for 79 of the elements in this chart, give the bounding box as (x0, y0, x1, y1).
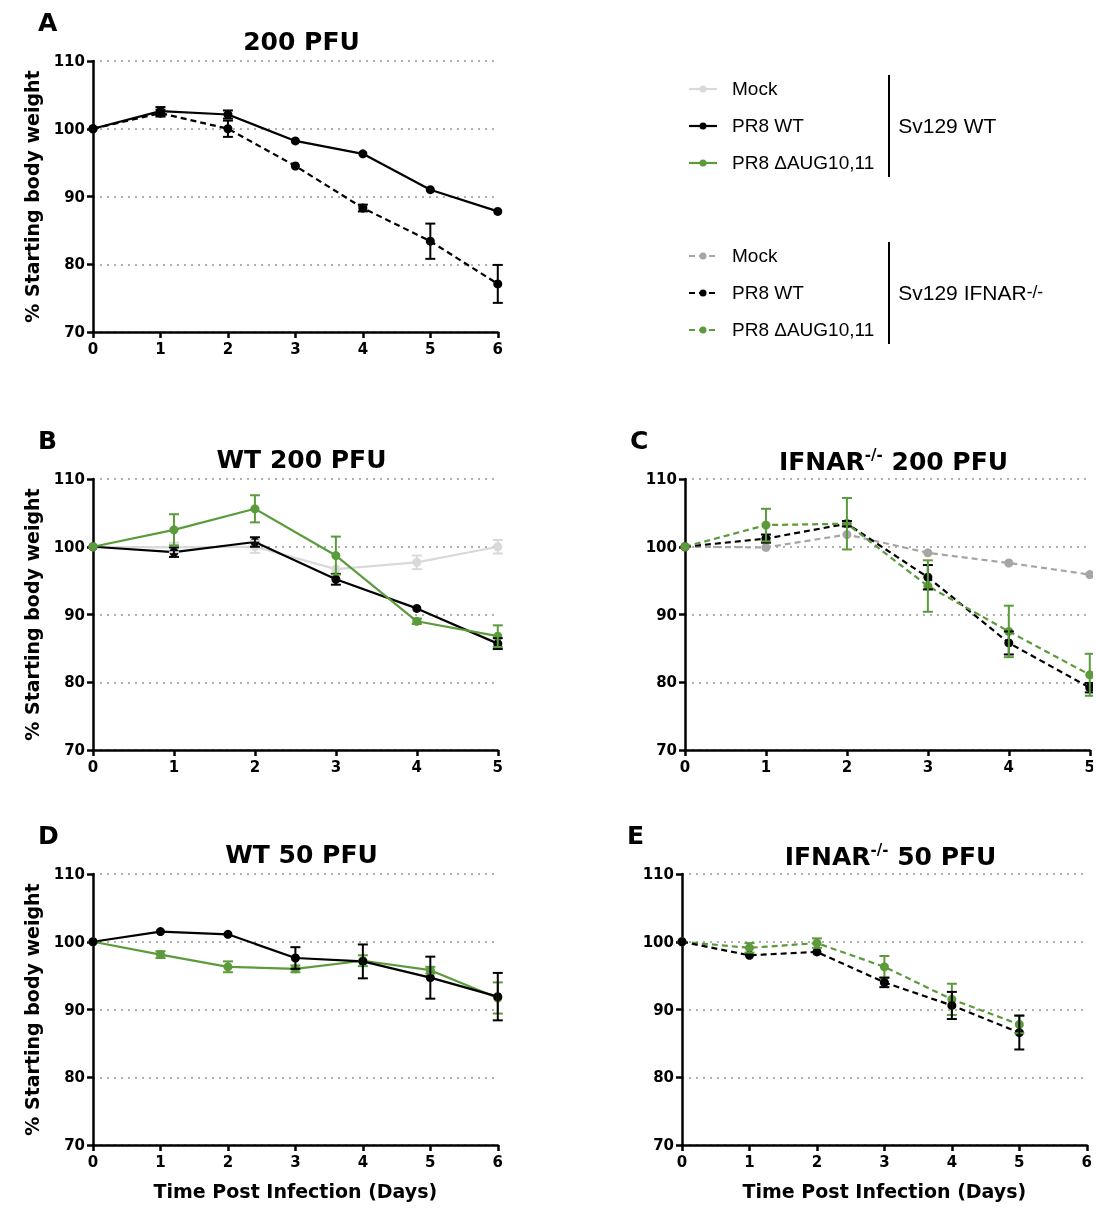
y-tick-label: 110 (53, 865, 85, 883)
x-tick-label: 2 (811, 1152, 823, 1171)
y-tick-label: 70 (64, 1136, 85, 1154)
y-tick-label: 70 (64, 323, 85, 341)
x-tick-label: 4 (357, 339, 369, 358)
y-tick-label: 100 (645, 537, 677, 556)
text: E (627, 821, 645, 850)
x-tick-label: 2 (222, 1152, 234, 1171)
legend-label: Mock (732, 77, 778, 100)
x-tick-label: 2 (841, 757, 853, 776)
x-tick-label: 0 (676, 1152, 688, 1171)
y-tick-label: 80 (656, 673, 677, 692)
y-tick-label: 100 (642, 932, 674, 951)
text: B (38, 426, 58, 455)
y-tick-label: 70 (656, 741, 677, 759)
legend-label: PR8 WT (732, 281, 804, 304)
x-tick-label: 4 (1003, 757, 1015, 776)
legend-label: PR8 ΔAUG10,11 (732, 151, 875, 174)
x-tick-label: 6 (492, 1152, 503, 1171)
legend-label: Mock (732, 244, 778, 267)
x-tick-label: 2 (222, 339, 234, 358)
y-tick-label: 80 (64, 255, 85, 274)
y-tick-label: 110 (53, 52, 85, 70)
x-tick-label: 5 (425, 339, 436, 358)
y-tick-label: 90 (64, 187, 85, 206)
x-tick-label: 0 (87, 1152, 99, 1171)
x-axis-title: Time Post Infection (Days) (742, 1179, 1027, 1202)
x-tick-label: 3 (290, 1152, 301, 1171)
y-tick-label: 110 (642, 865, 674, 883)
y-tick-label: 70 (64, 741, 85, 759)
legend-label: PR8 WT (732, 114, 804, 137)
x-tick-label: 0 (679, 757, 691, 776)
y-tick-label: 70 (653, 1136, 674, 1154)
y-axis-title: % Starting body weight (20, 883, 43, 1136)
x-tick-label: 3 (330, 757, 342, 776)
x-tick-label: 5 (425, 1152, 436, 1171)
y-tick-label: 80 (64, 1068, 85, 1087)
x-tick-label: 0 (87, 339, 99, 358)
text: A (38, 8, 58, 37)
y-tick-label: 80 (64, 673, 85, 692)
text: C (630, 426, 649, 455)
legend-title: Sv129 WT (888, 74, 997, 177)
x-tick-label: 2 (249, 757, 261, 776)
chart-title: IFNAR-/- 50 PFU (784, 840, 997, 871)
legend-label: PR8 ΔAUG10,11 (732, 318, 875, 341)
x-tick-label: 0 (87, 757, 99, 776)
y-tick-label: 100 (53, 932, 85, 951)
y-axis-title: % Starting body weight (20, 488, 43, 741)
x-tick-label: 6 (492, 339, 503, 358)
x-tick-label: 1 (744, 1152, 755, 1171)
y-tick-label: 90 (656, 605, 677, 624)
x-tick-label: 4 (357, 1152, 369, 1171)
chart-title: 200 PFU (243, 27, 360, 56)
y-tick-label: 100 (53, 537, 85, 556)
x-tick-label: 4 (946, 1152, 958, 1171)
y-tick-label: 90 (64, 1000, 85, 1019)
x-tick-label: 1 (760, 757, 772, 776)
y-tick-label: 90 (653, 1000, 674, 1019)
x-tick-label: 5 (1014, 1152, 1025, 1171)
x-tick-label: 3 (879, 1152, 890, 1171)
x-tick-label: 1 (155, 1152, 166, 1171)
y-axis-title: % Starting body weight (20, 70, 43, 323)
y-tick-label: 100 (53, 119, 85, 138)
chart-title: WT 50 PFU (225, 840, 378, 869)
x-tick-label: 4 (411, 757, 423, 776)
y-tick-label: 110 (645, 470, 677, 488)
x-tick-label: 3 (290, 339, 301, 358)
x-tick-label: 1 (155, 339, 166, 358)
y-tick-label: 110 (53, 470, 85, 488)
x-tick-label: 5 (492, 757, 503, 776)
chart-title: WT 200 PFU (216, 445, 387, 474)
y-tick-label: 80 (653, 1068, 674, 1087)
x-axis-title: Time Post Infection (Days) (153, 1179, 438, 1202)
x-tick-label: 6 (1081, 1152, 1092, 1171)
x-tick-label: 1 (168, 757, 180, 776)
x-tick-label: 3 (922, 757, 934, 776)
chart-title: IFNAR-/- 200 PFU (778, 445, 1009, 476)
text: D (38, 821, 59, 850)
y-tick-label: 90 (64, 605, 85, 624)
